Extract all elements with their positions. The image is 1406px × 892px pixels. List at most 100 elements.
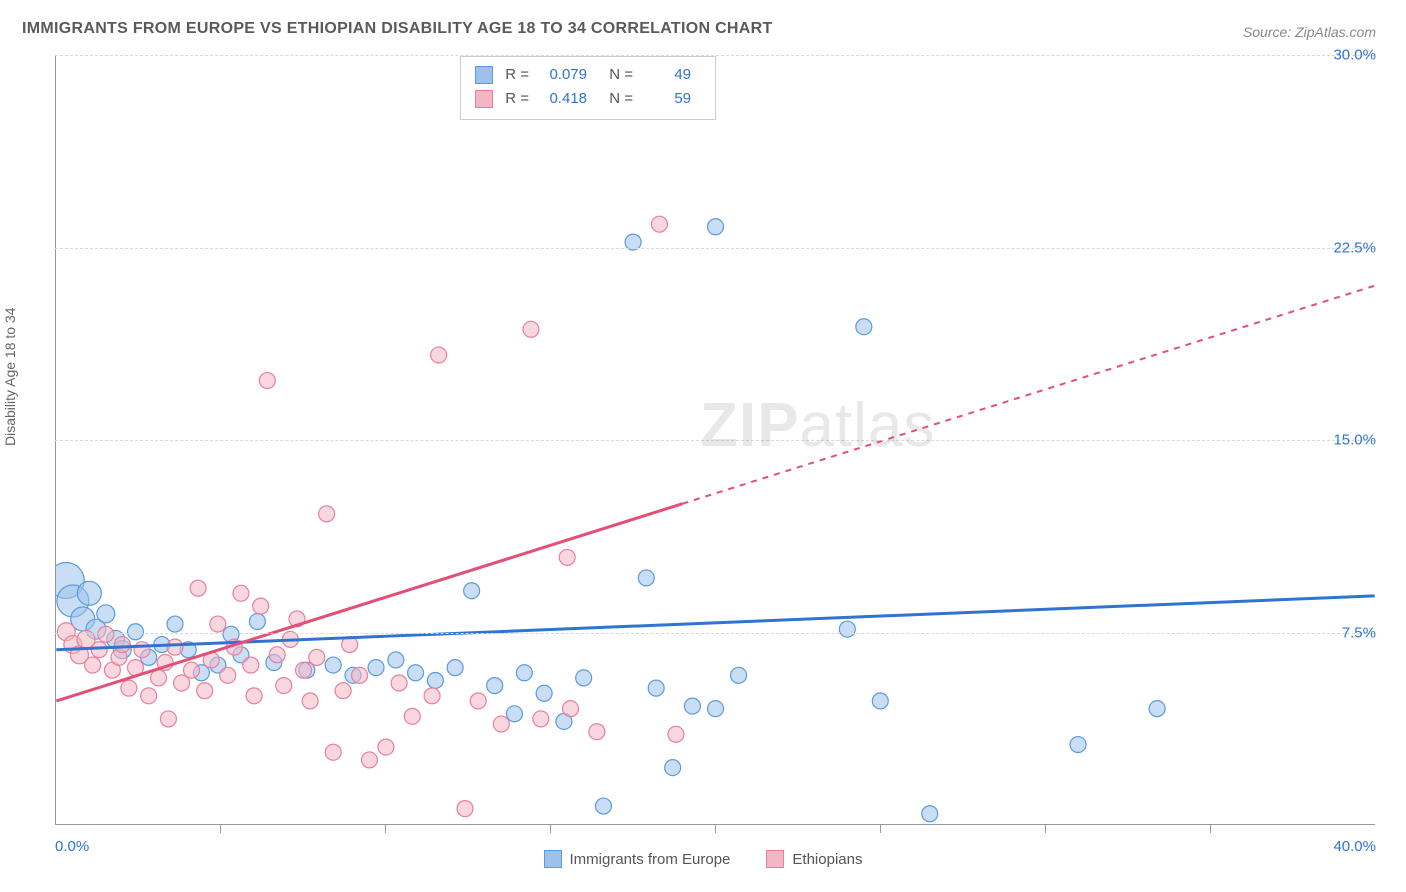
source-label: Source:	[1243, 24, 1291, 40]
data-point-ethiopians	[160, 711, 176, 727]
data-point-europe	[56, 563, 84, 599]
data-point-europe	[487, 678, 503, 694]
data-point-europe	[141, 649, 157, 665]
gridline	[55, 633, 1375, 634]
chart-title: IMMIGRANTS FROM EUROPE VS ETHIOPIAN DISA…	[22, 20, 773, 38]
data-point-ethiopians	[114, 637, 130, 653]
legend: Immigrants from Europe Ethiopians	[0, 850, 1406, 872]
data-point-europe	[97, 605, 115, 623]
r-value-ethiopians: 0.418	[537, 87, 587, 111]
data-point-ethiopians	[246, 688, 262, 704]
data-point-ethiopians	[233, 585, 249, 601]
legend-item-ethiopians: Ethiopians	[766, 850, 862, 868]
data-point-ethiopians	[289, 611, 305, 627]
data-point-ethiopians	[85, 657, 101, 673]
swatch-ethiopians	[475, 90, 493, 108]
data-point-ethiopians	[668, 726, 684, 742]
r-label: R =	[501, 87, 529, 111]
data-point-ethiopians	[203, 652, 219, 668]
data-point-ethiopians	[325, 744, 341, 760]
trendline-ethiopians	[56, 504, 682, 701]
data-point-europe	[71, 607, 95, 631]
data-point-europe	[233, 647, 249, 663]
data-point-ethiopians	[134, 642, 150, 658]
data-point-ethiopians	[342, 637, 358, 653]
data-point-europe	[856, 319, 872, 335]
data-point-europe	[266, 655, 282, 671]
data-point-europe	[408, 665, 424, 681]
data-point-ethiopians	[253, 598, 269, 614]
data-point-ethiopians	[64, 636, 82, 654]
x-minor-tick	[715, 825, 716, 833]
data-point-europe	[193, 665, 209, 681]
data-point-europe	[57, 585, 89, 617]
data-point-ethiopians	[302, 693, 318, 709]
data-point-europe	[595, 798, 611, 814]
data-point-ethiopians	[431, 347, 447, 363]
data-point-ethiopians	[562, 701, 578, 717]
legend-swatch-europe	[544, 850, 562, 868]
gridline	[55, 440, 1375, 441]
data-point-europe	[516, 665, 532, 681]
data-point-ethiopians	[493, 716, 509, 732]
data-point-ethiopians	[276, 678, 292, 694]
data-point-ethiopians	[523, 321, 539, 337]
data-point-europe	[1149, 701, 1165, 717]
data-point-ethiopians	[190, 580, 206, 596]
data-point-ethiopians	[98, 626, 114, 642]
source-attribution: Source: ZipAtlas.com	[1243, 24, 1376, 40]
x-minor-tick	[220, 825, 221, 833]
data-point-europe	[325, 657, 341, 673]
data-point-ethiopians	[121, 680, 137, 696]
data-point-europe	[922, 806, 938, 822]
data-point-ethiopians	[111, 649, 127, 665]
data-point-europe	[368, 660, 384, 676]
data-point-europe	[684, 698, 700, 714]
data-point-europe	[731, 667, 747, 683]
data-point-europe	[638, 570, 654, 586]
x-minor-tick	[550, 825, 551, 833]
data-point-ethiopians	[220, 667, 236, 683]
data-point-ethiopians	[470, 693, 486, 709]
data-point-ethiopians	[282, 631, 298, 647]
data-point-ethiopians	[70, 646, 88, 664]
legend-label-ethiopians: Ethiopians	[792, 851, 862, 868]
r-value-europe: 0.079	[537, 63, 587, 87]
data-point-europe	[86, 619, 106, 639]
n-label: N =	[605, 87, 633, 111]
x-minor-tick	[1210, 825, 1211, 833]
y-tick-label: 22.5%	[1333, 239, 1376, 256]
x-minor-tick	[880, 825, 881, 833]
data-point-ethiopians	[309, 649, 325, 665]
data-point-ethiopians	[391, 675, 407, 691]
data-point-ethiopians	[352, 667, 368, 683]
x-minor-tick	[1045, 825, 1046, 833]
y-axis-label: Disability Age 18 to 34	[2, 307, 18, 446]
gridline	[55, 248, 1375, 249]
data-point-europe	[180, 642, 196, 658]
data-point-ethiopians	[296, 662, 312, 678]
data-point-europe	[556, 713, 572, 729]
trendline-dashed-ethiopians	[683, 286, 1375, 504]
data-point-ethiopians	[259, 373, 275, 389]
data-point-ethiopians	[210, 616, 226, 632]
data-point-ethiopians	[104, 662, 120, 678]
y-tick-label: 7.5%	[1342, 624, 1376, 641]
data-point-ethiopians	[174, 675, 190, 691]
data-point-ethiopians	[167, 639, 183, 655]
data-point-europe	[299, 662, 315, 678]
data-point-europe	[427, 672, 443, 688]
data-point-europe	[223, 626, 239, 642]
data-point-ethiopians	[226, 639, 242, 655]
data-point-europe	[464, 583, 480, 599]
data-point-ethiopians	[361, 752, 377, 768]
data-point-europe	[708, 219, 724, 235]
data-point-europe	[665, 760, 681, 776]
n-label: N =	[605, 63, 633, 87]
data-point-europe	[648, 680, 664, 696]
legend-item-europe: Immigrants from Europe	[544, 850, 731, 868]
data-point-europe	[249, 614, 265, 630]
data-point-europe	[1070, 737, 1086, 753]
data-point-ethiopians	[457, 801, 473, 817]
data-point-ethiopians	[559, 549, 575, 565]
